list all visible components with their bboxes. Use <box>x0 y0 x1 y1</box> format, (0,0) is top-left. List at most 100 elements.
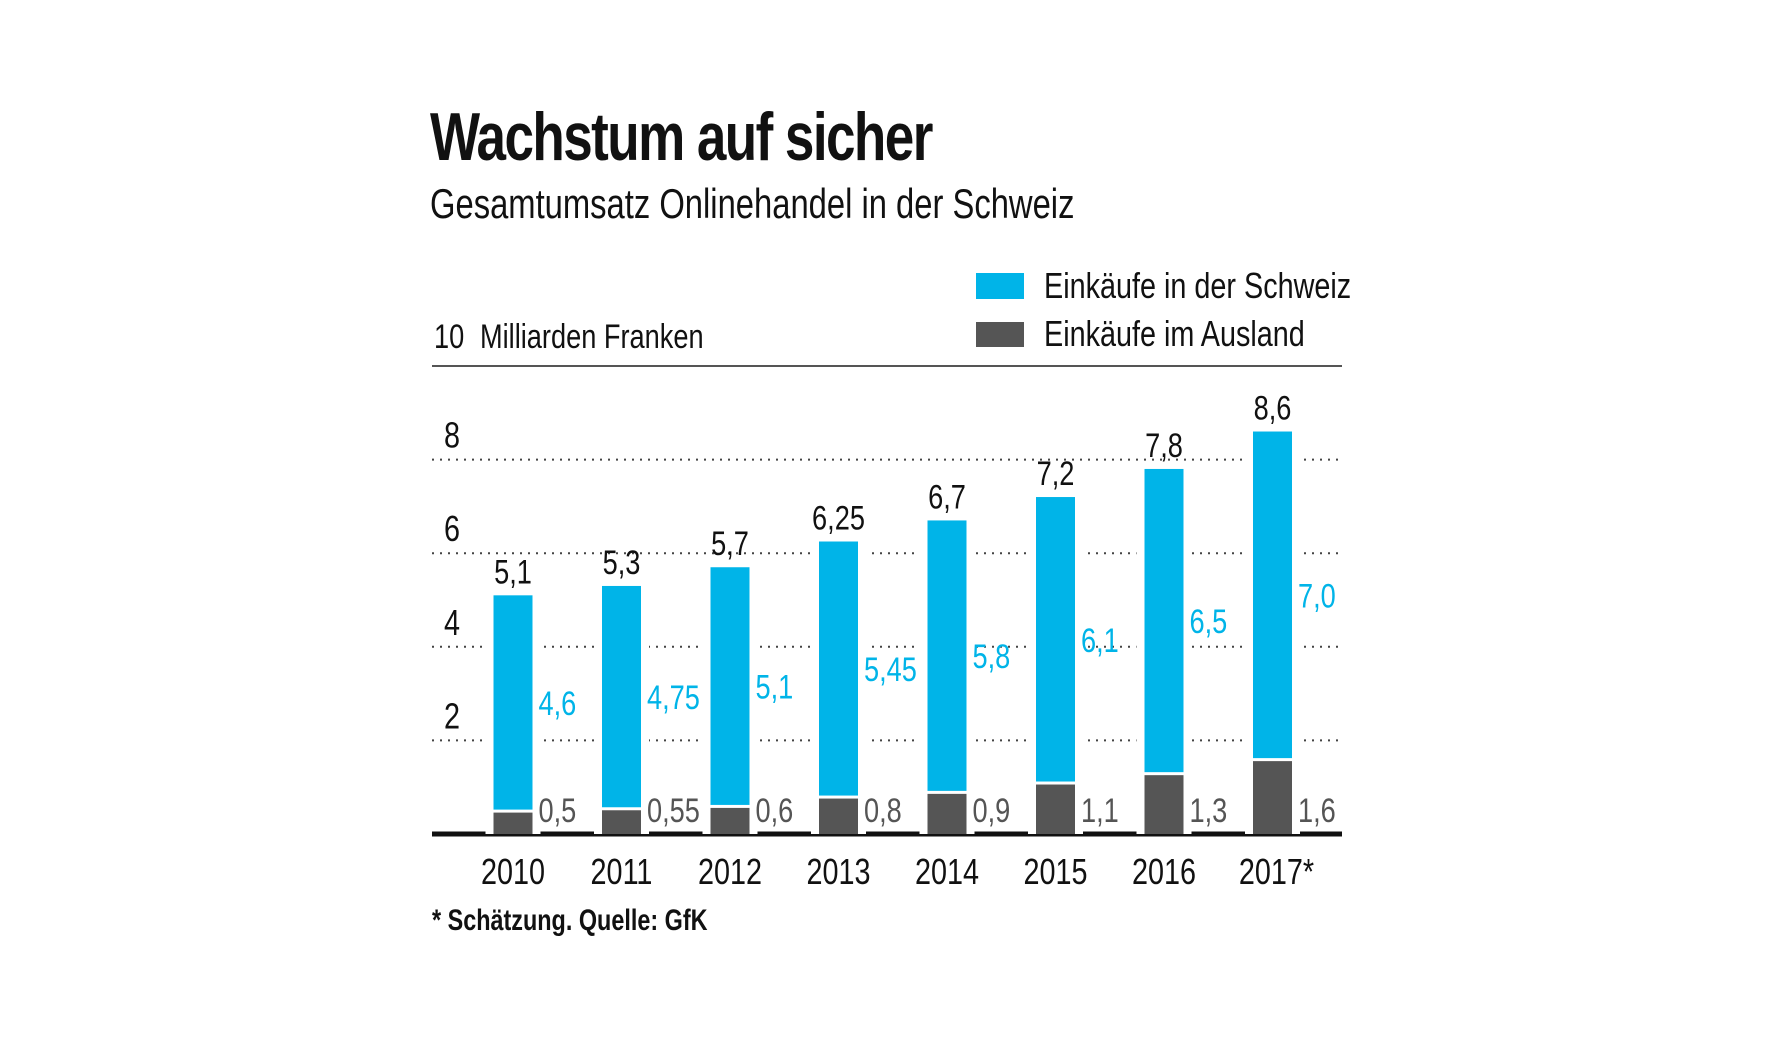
bars: 5,1 4,6 0,5 2010 5,3 4,75 0,55 2011 5,7 5,1 0,6 201… <box>481 389 1336 892</box>
total-label: 7,8 <box>1145 426 1183 465</box>
x-tick-label-wrap: 2014 <box>915 851 979 892</box>
bar-ausland <box>493 812 533 834</box>
chart-subtitle: Gesamtumsatz Onlinehandel in der Schweiz <box>430 180 1074 227</box>
legend-label-ausland: Einkäufe im Ausland <box>1044 313 1305 354</box>
bar-ausland <box>927 793 967 834</box>
total-label: 5,3 <box>603 543 641 582</box>
schweiz-label: 4,75 <box>647 678 700 717</box>
schweiz-label-wrap: 4,6 <box>539 684 577 723</box>
total-label-wrap: 6,25 <box>812 499 865 538</box>
total-label: 8,6 <box>1254 389 1292 428</box>
x-tick-label: 2013 <box>806 851 870 892</box>
ausland-label-wrap: 0,5 <box>539 791 577 830</box>
total-label-wrap: 5,7 <box>711 524 749 563</box>
x-tick-label-wrap: 2011 <box>591 851 653 892</box>
schweiz-label-wrap: 4,75 <box>647 678 700 717</box>
chart-title: Wachstum auf sicher <box>430 99 933 175</box>
x-tick-label-wrap: 2015 <box>1023 851 1087 892</box>
total-label: 6,25 <box>812 499 865 538</box>
x-tick-label: 2010 <box>481 851 545 892</box>
bar-ausland <box>1036 784 1075 834</box>
x-tick-label: 2012 <box>698 851 762 892</box>
bar-schweiz <box>1144 468 1184 773</box>
y-tick-label-wrap: 2 <box>444 695 460 736</box>
x-tick-label: 2017* <box>1239 851 1315 892</box>
y-tick-label: 8 <box>444 414 460 455</box>
x-tick-label-wrap: 2010 <box>481 851 545 892</box>
schweiz-label: 6,5 <box>1190 602 1228 641</box>
ausland-label: 1,3 <box>1190 791 1228 830</box>
y-axis-label: Milliarden Franken <box>480 317 704 356</box>
y-tick-label: 10 <box>434 317 464 356</box>
ausland-label-wrap: 0,8 <box>864 791 902 830</box>
total-label: 5,7 <box>711 524 749 563</box>
bar-schweiz <box>710 567 750 805</box>
total-label: 5,1 <box>494 552 532 591</box>
ausland-label: 0,8 <box>864 791 902 830</box>
ausland-label: 1,6 <box>1298 791 1336 830</box>
ausland-label: 0,5 <box>539 791 577 830</box>
legend-swatch-ausland <box>976 322 1024 347</box>
schweiz-label: 5,8 <box>973 637 1011 676</box>
total-label: 7,2 <box>1037 454 1075 493</box>
y-tick-label-wrap: 6 <box>444 508 460 549</box>
ausland-label-wrap: 1,6 <box>1298 791 1336 830</box>
schweiz-label-wrap: 6,1 <box>1081 621 1119 660</box>
y-tick-label: 2 <box>444 695 460 736</box>
legend-label-schweiz: Einkäufe in der Schweiz <box>1044 265 1351 306</box>
schweiz-label: 5,45 <box>864 650 917 689</box>
ausland-label: 0,9 <box>973 791 1011 830</box>
y-tick-label: 4 <box>444 602 460 643</box>
schweiz-label: 6,1 <box>1081 621 1119 660</box>
schweiz-label: 4,6 <box>539 684 577 723</box>
schweiz-label: 5,1 <box>756 668 794 707</box>
bar-ausland <box>1144 775 1184 834</box>
total-label-wrap: 5,1 <box>494 552 532 591</box>
schweiz-label-wrap: 5,45 <box>864 650 917 689</box>
bar-ausland <box>1253 761 1292 834</box>
x-tick-label-wrap: 2013 <box>806 851 870 892</box>
total-label-wrap: 7,8 <box>1145 426 1183 465</box>
y-tick-label: 6 <box>444 508 460 549</box>
bar-ausland <box>710 807 750 834</box>
x-tick-label: 2015 <box>1023 851 1087 892</box>
x-tick-label: 2011 <box>591 851 653 892</box>
ausland-label: 1,1 <box>1081 791 1119 830</box>
legend: Einkäufe in der Schweiz Einkäufe im Ausla… <box>976 265 1351 354</box>
legend-label-schweiz-wrap: Einkäufe in der Schweiz <box>1044 265 1351 306</box>
total-label-wrap: 5,3 <box>603 543 641 582</box>
total-label-wrap: 8,6 <box>1254 389 1292 428</box>
ausland-label-wrap: 0,9 <box>973 791 1011 830</box>
x-tick-label-wrap: 2012 <box>698 851 762 892</box>
ausland-label: 0,6 <box>756 791 794 830</box>
bar-schweiz <box>1036 497 1075 782</box>
y-tick-label-wrap: 8 <box>444 414 460 455</box>
x-tick-label-wrap: 2016 <box>1132 851 1196 892</box>
y-axis-label-wrap: Milliarden Franken <box>480 317 704 356</box>
ausland-label-wrap: 0,55 <box>647 791 700 830</box>
bar-ausland <box>602 810 641 834</box>
bar-ausland <box>819 798 858 834</box>
footnote: * Schätzung. Quelle: GfK <box>432 903 708 936</box>
ausland-label-wrap: 0,6 <box>756 791 794 830</box>
y-tick-label-wrap: 4 <box>444 602 460 643</box>
bar-schweiz <box>927 520 967 791</box>
schweiz-label-wrap: 6,5 <box>1190 602 1228 641</box>
bar-schweiz <box>602 585 641 808</box>
axes: 10 Milliarden Franken 2 4 6 8 <box>432 317 1342 837</box>
total-label-wrap: 7,2 <box>1037 454 1075 493</box>
schweiz-label-wrap: 7,0 <box>1298 576 1336 615</box>
bar-schweiz <box>493 595 533 810</box>
schweiz-label: 7,0 <box>1298 576 1336 615</box>
legend-swatch-schweiz <box>976 273 1024 299</box>
x-tick-label: 2014 <box>915 851 979 892</box>
bar-schweiz <box>819 541 858 796</box>
x-tick-label: 2016 <box>1132 851 1196 892</box>
schweiz-label-wrap: 5,1 <box>756 668 794 707</box>
ausland-label-wrap: 1,1 <box>1081 791 1119 830</box>
x-tick-label-wrap: 2017* <box>1239 851 1315 892</box>
ausland-label: 0,55 <box>647 791 700 830</box>
bar-schweiz <box>1253 431 1292 759</box>
schweiz-label-wrap: 5,8 <box>973 637 1011 676</box>
